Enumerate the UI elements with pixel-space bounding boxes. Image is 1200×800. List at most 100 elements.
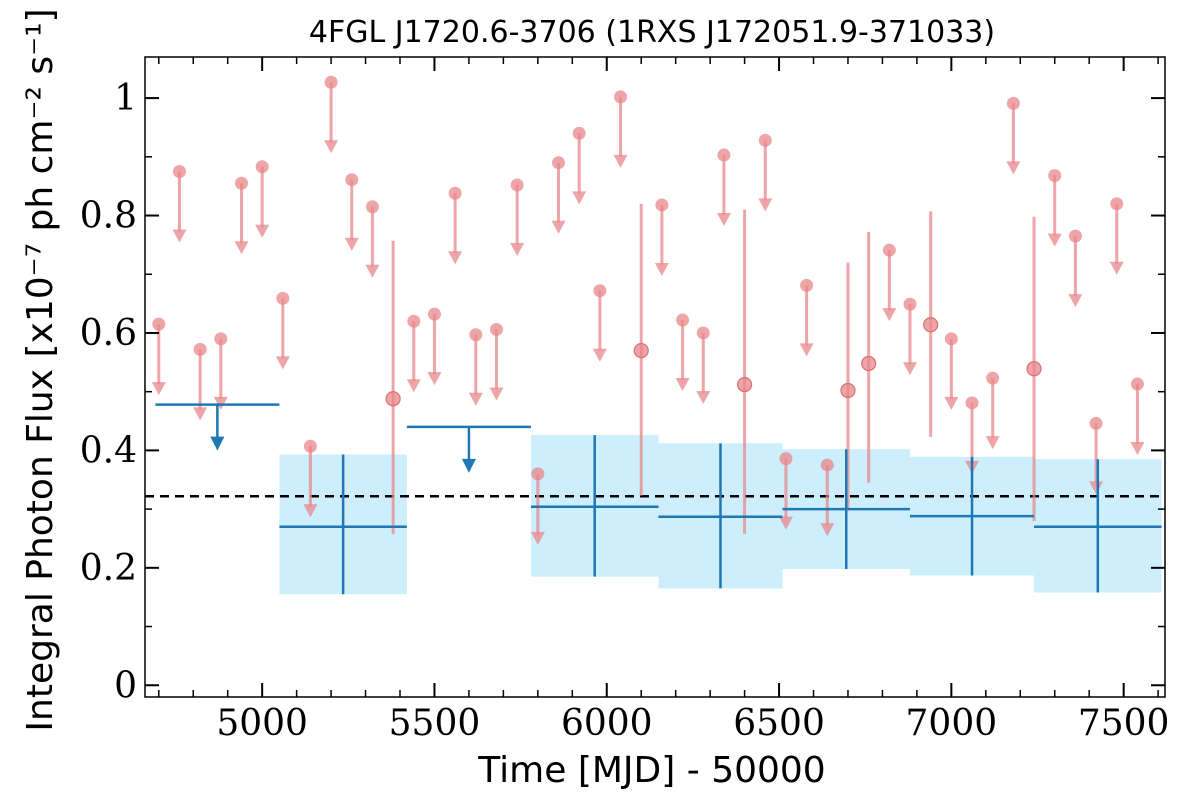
short-ul-arrowhead-5 <box>255 224 270 238</box>
short-ul-point-25 <box>717 148 731 162</box>
short-ul-arrowhead-14 <box>468 392 483 406</box>
y-tick-label-2: 0.4 <box>80 430 137 471</box>
plot-frame <box>144 56 1166 698</box>
short-ul-point-10 <box>365 200 379 214</box>
short-ul-point-3 <box>214 332 228 346</box>
short-ul-point-5 <box>255 160 269 174</box>
short-ul-arrowhead-12 <box>427 372 442 386</box>
short-ul-point-23 <box>676 313 690 327</box>
short-ul-arrowhead-11 <box>406 379 421 393</box>
y-tick-label-4: 0.8 <box>80 196 137 237</box>
y-tick-label-1: 0.2 <box>80 548 137 589</box>
short-ul-point-35 <box>1006 96 1020 110</box>
short-ul-arrowhead-1 <box>172 229 187 243</box>
short-ul-arrowhead-40 <box>1130 442 1145 456</box>
short-ul-arrowhead-38 <box>1089 481 1104 495</box>
short-det-point-3 <box>840 382 856 399</box>
short-ul-point-21 <box>614 90 628 104</box>
short-ul-point-15 <box>489 322 503 336</box>
short-ul-point-28 <box>800 278 814 292</box>
x-axis-label: Time [MJD] - 50000 <box>477 750 825 791</box>
short-ul-arrowhead-35 <box>1006 161 1021 175</box>
axis-ticks <box>145 57 1165 697</box>
short-ul-arrowhead-19 <box>572 191 587 205</box>
short-ul-point-37 <box>1068 229 1082 243</box>
short-ul-arrowhead-27 <box>778 516 793 530</box>
short-ul-point-22 <box>655 198 669 212</box>
short-ul-point-29 <box>820 458 834 472</box>
chart-title: 4FGL J1720.6-3706 (1RXS J172051.9-371033… <box>309 15 995 50</box>
short-ul-point-1 <box>172 164 186 178</box>
short-ul-point-36 <box>1048 169 1062 183</box>
short-ul-arrowhead-3 <box>213 396 228 410</box>
short-ul-point-4 <box>234 176 248 190</box>
x-tick-label-4: 7000 <box>906 703 998 744</box>
short-ul-arrowhead-18 <box>551 220 566 234</box>
short-ul-point-7 <box>303 439 317 453</box>
short-ul-point-24 <box>696 326 710 340</box>
x-tick-label-1: 5500 <box>389 703 481 744</box>
short-ul-arrowhead-30 <box>882 308 897 322</box>
long-ul-arrowhead-1 <box>461 458 476 473</box>
x-tick-label-0: 5000 <box>216 703 308 744</box>
short-ul-arrowhead-17 <box>530 531 545 545</box>
short-det-point-6 <box>1026 361 1042 377</box>
short-ul-arrowhead-26 <box>758 198 773 212</box>
short-ul-arrowhead-13 <box>448 251 463 265</box>
short-ul-point-19 <box>572 126 586 140</box>
short-ul-arrowhead-34 <box>985 436 1000 450</box>
short-ul-arrowhead-8 <box>324 140 339 154</box>
short-ul-point-39 <box>1110 197 1124 211</box>
short-ul-point-9 <box>345 173 359 187</box>
short-ul-point-16 <box>510 178 524 192</box>
short-ul-point-38 <box>1089 416 1103 430</box>
y-axis-label: Integral Photon Flux [x10⁻⁷ ph cm⁻² s⁻¹] <box>20 8 61 731</box>
x-tick-label-3: 6500 <box>733 703 825 744</box>
x-tick-label-2: 6000 <box>561 703 653 744</box>
short-ul-arrowhead-29 <box>820 523 835 537</box>
tick-labels: 5000 5500 6000 6500 7000 7500 0 0.2 0.4 0.6 0.8 1 <box>80 78 1170 744</box>
short-ul-arrowhead-15 <box>489 387 504 401</box>
short-ul-point-17 <box>531 467 545 481</box>
short-ul-arrowhead-23 <box>675 378 690 392</box>
short-ul-arrowhead-2 <box>193 407 208 421</box>
short-det-point-0 <box>385 391 401 407</box>
short-ul-arrowhead-36 <box>1047 233 1062 247</box>
short-ul-point-32 <box>944 332 958 346</box>
y-tick-label-3: 0.6 <box>80 313 137 354</box>
long-ul-arrowhead-0 <box>210 436 225 451</box>
short-det-point-5 <box>923 317 939 333</box>
short-ul-arrowhead-31 <box>903 362 917 376</box>
short-ul-arrowhead-39 <box>1109 261 1124 275</box>
short-ul-point-30 <box>882 243 896 257</box>
short-ul-point-0 <box>152 317 166 331</box>
short-ul-arrowhead-0 <box>151 382 166 396</box>
short-ul-arrowhead-25 <box>716 213 731 227</box>
short-ul-arrowhead-22 <box>654 262 669 276</box>
short-ul-arrowhead-6 <box>275 356 290 370</box>
short-ul-arrowhead-9 <box>344 237 359 251</box>
short-ul-point-11 <box>407 314 421 328</box>
short-ul-point-12 <box>427 307 441 321</box>
short-ul-point-13 <box>448 186 462 200</box>
short-det-point-1 <box>633 342 649 359</box>
short-ul-point-26 <box>758 133 772 147</box>
short-det-point-4 <box>861 355 877 372</box>
short-ul-arrowhead-10 <box>365 264 380 278</box>
x-tick-label-5: 7500 <box>1078 703 1170 744</box>
short-ul-arrowhead-21 <box>613 154 628 168</box>
short-ul-point-2 <box>193 342 207 356</box>
y-tick-label-0: 0 <box>114 665 137 706</box>
y-tick-label-5: 1 <box>114 78 137 119</box>
short-bin-series <box>151 75 1145 545</box>
short-ul-arrowhead-37 <box>1068 294 1083 308</box>
short-ul-point-40 <box>1130 377 1144 391</box>
short-ul-arrowhead-32 <box>944 396 959 410</box>
short-ul-point-33 <box>965 396 979 410</box>
short-ul-point-6 <box>276 291 290 305</box>
short-ul-arrowhead-16 <box>510 243 525 256</box>
short-ul-arrowhead-24 <box>696 390 711 404</box>
short-ul-arrowhead-4 <box>234 241 249 255</box>
short-ul-point-20 <box>593 284 607 298</box>
